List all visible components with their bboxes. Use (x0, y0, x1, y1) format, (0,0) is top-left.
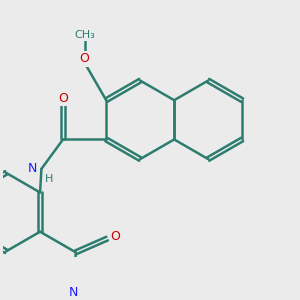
Text: O: O (58, 92, 68, 105)
Text: CH₃: CH₃ (74, 30, 95, 40)
Text: H: H (45, 174, 53, 184)
Text: N: N (69, 286, 79, 299)
Text: O: O (80, 52, 89, 65)
Text: N: N (28, 162, 38, 176)
Text: O: O (110, 230, 120, 243)
